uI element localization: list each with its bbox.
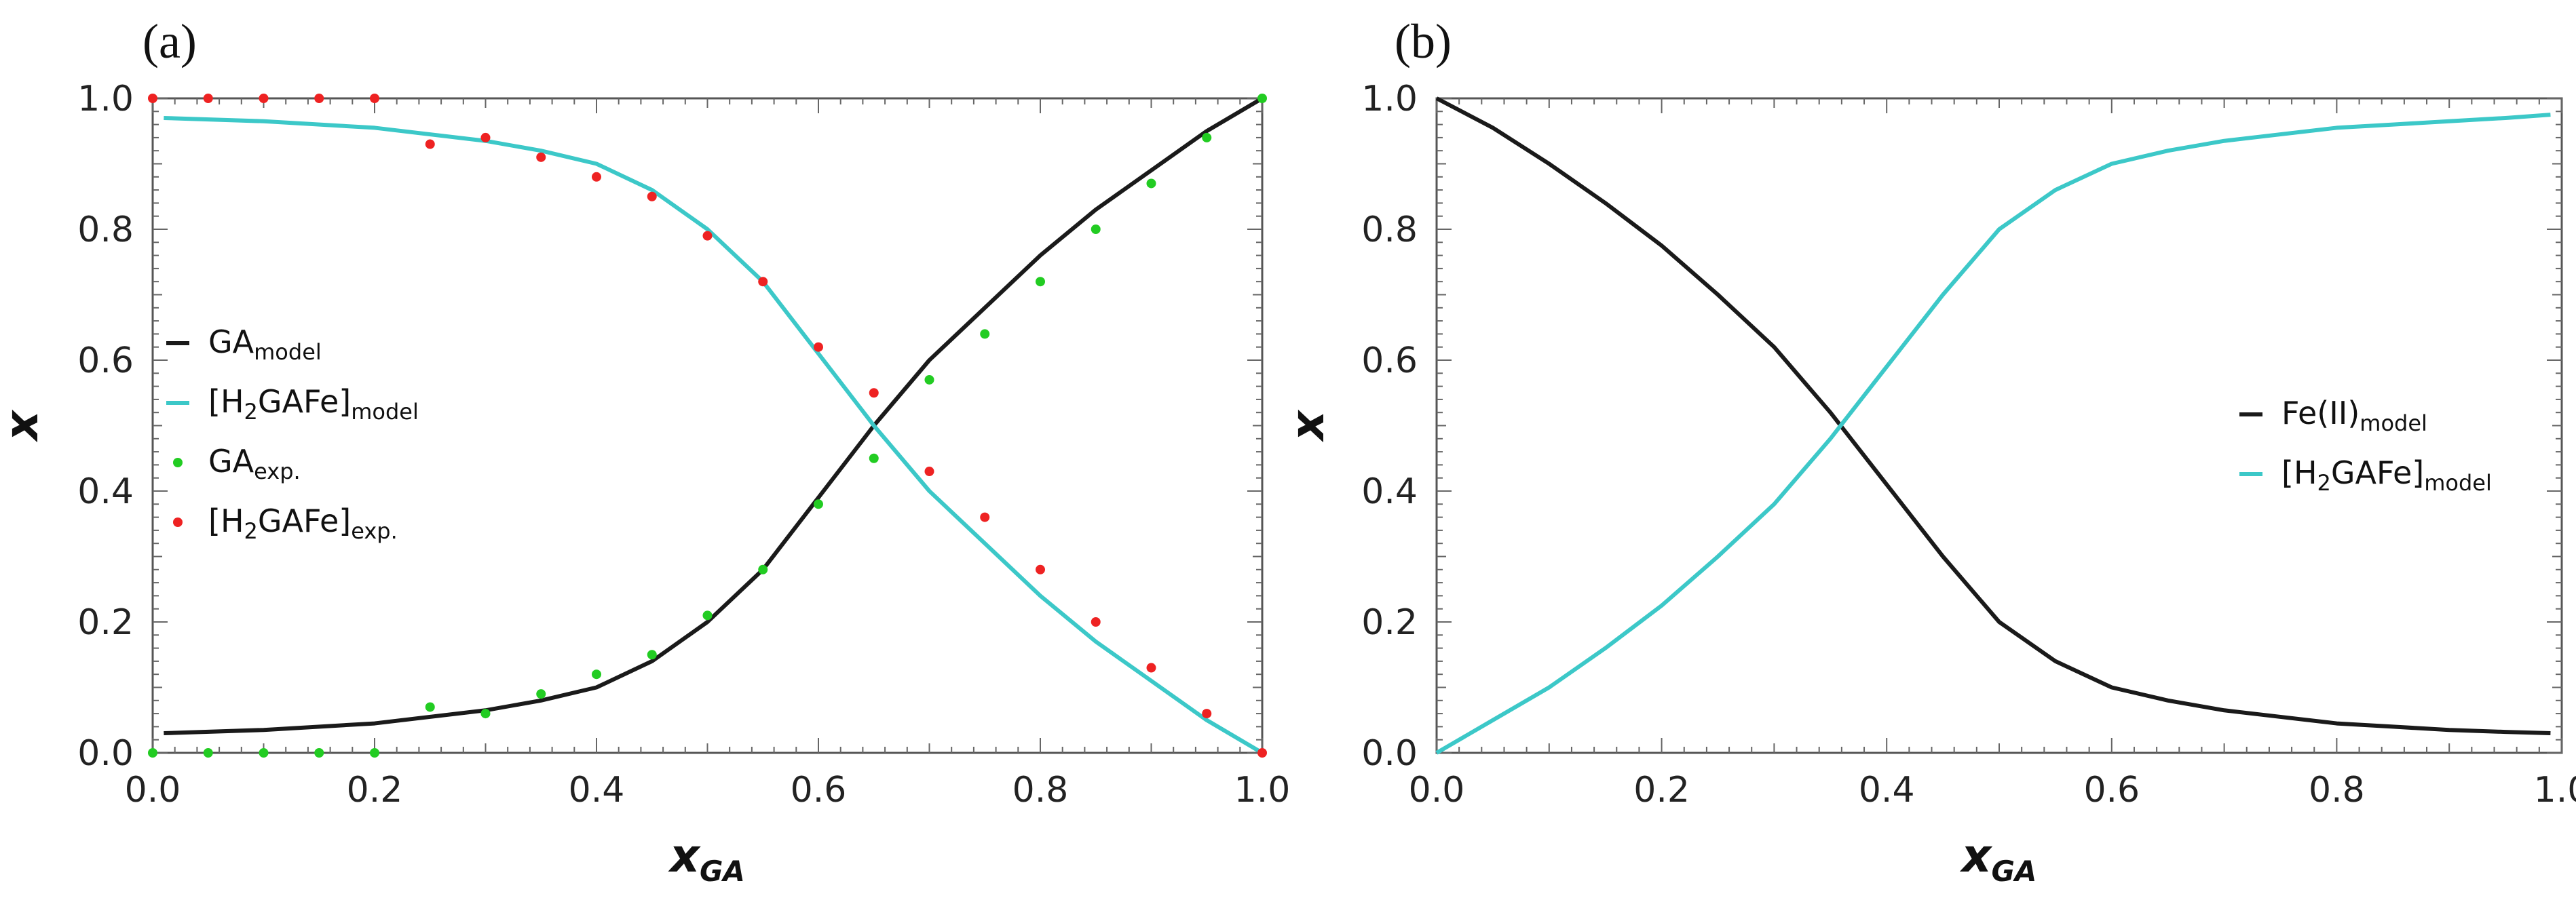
- data-point-3: [980, 512, 990, 522]
- data-point-2: [869, 453, 879, 463]
- data-point-2: [148, 748, 157, 758]
- series-line-0: [1435, 96, 2551, 736]
- x-tick-label: 0.2: [1633, 770, 1690, 811]
- y-tick-label: 0.8: [1361, 210, 1418, 250]
- data-point-2: [647, 650, 657, 660]
- legend-entry: Fe(II)model: [2281, 395, 2427, 436]
- y-tick-label: 0.6: [1361, 340, 1418, 381]
- data-point-2: [536, 689, 546, 699]
- data-point-3: [370, 94, 379, 103]
- series-line-0: [164, 96, 1264, 736]
- x-tick-label: 1.0: [1234, 770, 1291, 811]
- legend-entry: [H2GAFe]model: [2281, 454, 2492, 496]
- data-point-3: [702, 231, 713, 241]
- data-point-3: [1036, 564, 1045, 574]
- y-tick-label: 0.2: [77, 602, 134, 643]
- series-line-1: [164, 115, 1264, 755]
- panel-label: (b): [1395, 14, 1452, 69]
- data-point-2: [259, 748, 269, 758]
- legend-entry: [H2GAFe]exp.: [208, 503, 398, 544]
- y-tick-label: 0.4: [1361, 471, 1418, 512]
- data-point-2: [1202, 132, 1212, 142]
- data-point-3: [480, 132, 491, 142]
- data-point-2: [1257, 94, 1267, 103]
- data-point-3: [814, 342, 823, 352]
- y-tick-label: 0.2: [1361, 602, 1418, 643]
- data-point-2: [370, 748, 379, 758]
- legend-dot-swatch: [173, 458, 183, 467]
- data-point-2: [1091, 224, 1101, 234]
- x-tick-label: 1.0: [2534, 770, 2576, 811]
- data-point-2: [480, 709, 491, 719]
- x-tick-label: 0.6: [791, 770, 847, 811]
- legend-entry: [H2GAFe]model: [208, 383, 419, 425]
- x-tick-label: 0.4: [569, 770, 625, 811]
- x-axis-label: xGA: [668, 829, 745, 888]
- y-tick-label: 0.6: [77, 340, 134, 381]
- data-point-3: [203, 94, 213, 103]
- data-point-2: [1036, 277, 1045, 287]
- x-tick-label: 0.8: [1012, 770, 1069, 811]
- x-axis-label: xGA: [1960, 829, 2037, 888]
- x-tick-label: 0.0: [1409, 770, 1465, 811]
- data-point-3: [647, 191, 657, 201]
- y-axis-label: x: [0, 409, 49, 442]
- data-point-2: [1146, 178, 1156, 189]
- y-tick-label: 1.0: [1361, 79, 1418, 119]
- panel-a: 0.0 0.2 0.4 0.6 0.8 1.0 0.0 0.2 0.4 0.6 0.8 1.0 xGA x…: [0, 14, 1290, 888]
- data-point-2: [203, 748, 213, 758]
- panel-b: 0.0 0.2 0.4 0.6 0.8 1.0 0.0 0.2 0.4 0.6 0.8 1.0 xGA x…: [1281, 14, 2576, 888]
- legend-dot-swatch: [173, 518, 183, 527]
- data-point-2: [425, 702, 435, 712]
- series-line-1: [1435, 113, 2551, 755]
- data-point-3: [1257, 748, 1267, 758]
- y-tick-label: 0.0: [1361, 733, 1418, 774]
- data-point-3: [592, 172, 601, 182]
- legend-entry: GAmodel: [208, 324, 322, 365]
- x-tick-label: 0.0: [125, 770, 181, 811]
- data-point-3: [869, 388, 879, 398]
- panel-label: (a): [143, 14, 197, 69]
- data-point-3: [1202, 709, 1212, 719]
- data-point-3: [536, 152, 546, 162]
- data-point-3: [758, 277, 768, 287]
- y-tick-label: 0.4: [77, 471, 134, 512]
- data-point-3: [924, 467, 934, 477]
- data-point-3: [425, 139, 435, 149]
- x-tick-label: 0.8: [2309, 770, 2365, 811]
- data-point-2: [814, 499, 823, 509]
- data-point-2: [924, 374, 934, 385]
- y-tick-label: 1.0: [77, 79, 134, 119]
- x-tick-label: 0.2: [347, 770, 403, 811]
- data-point-3: [259, 94, 269, 103]
- x-tick-label: 0.6: [2083, 770, 2140, 811]
- data-point-3: [148, 94, 157, 103]
- data-point-2: [758, 564, 768, 574]
- x-tick-label: 0.4: [1859, 770, 1915, 811]
- data-point-3: [1091, 617, 1101, 627]
- legend-entry: GAexp.: [208, 443, 301, 484]
- data-point-2: [702, 610, 713, 621]
- data-point-3: [314, 94, 324, 103]
- y-tick-label: 0.0: [77, 733, 134, 774]
- y-tick-label: 0.8: [77, 210, 134, 250]
- data-point-2: [980, 329, 990, 339]
- data-point-3: [1146, 663, 1156, 673]
- data-point-2: [314, 748, 324, 758]
- y-axis-label: x: [1281, 409, 1335, 442]
- data-point-2: [592, 669, 601, 680]
- plot-frame: [151, 97, 1264, 754]
